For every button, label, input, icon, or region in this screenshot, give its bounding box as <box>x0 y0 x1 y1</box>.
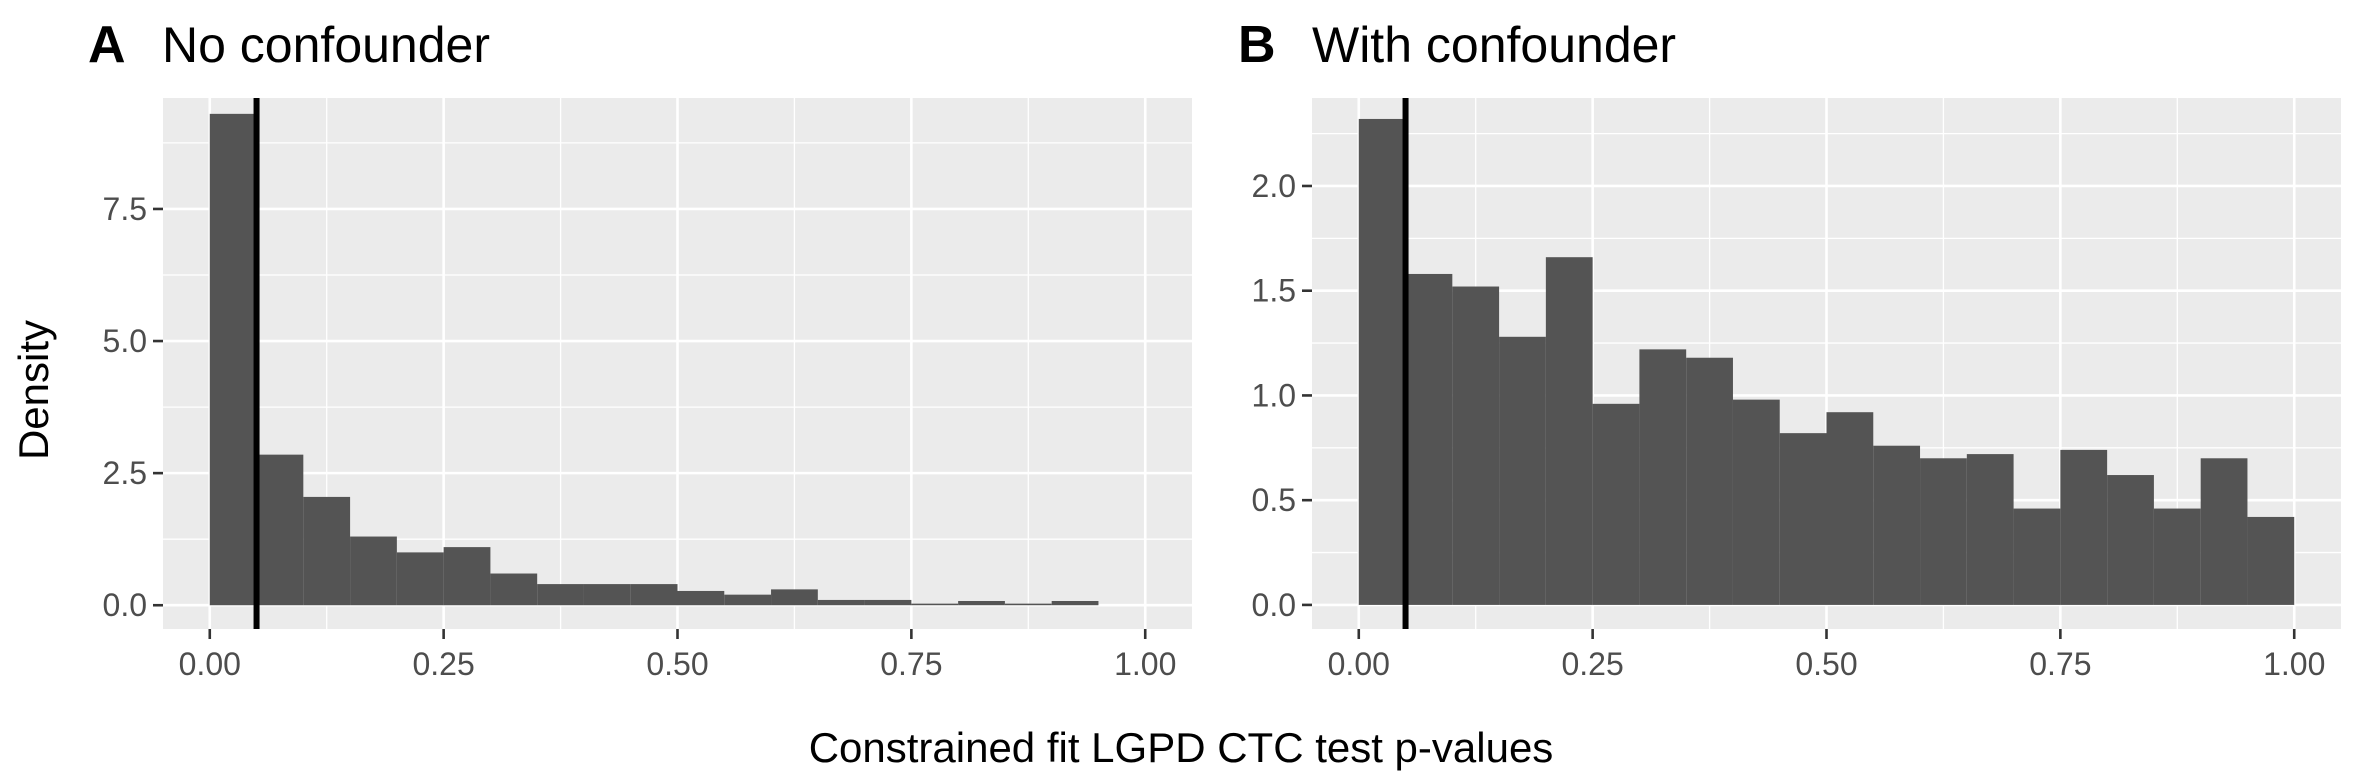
panel-b-bar <box>1686 357 1733 605</box>
panel-b-x-tick-label: 0.25 <box>1561 646 1623 682</box>
panel-b-bar <box>1826 412 1874 605</box>
panel-a-bar <box>209 113 257 606</box>
panel-a-bar <box>677 590 725 606</box>
panel-b-bar <box>1405 273 1453 605</box>
panel-b-bar <box>2200 458 2248 605</box>
x-axis-title: Constrained fit LGPD CTC test p-values <box>809 724 1554 771</box>
panel-b-x-tick-label: 0.50 <box>1795 646 1857 682</box>
panel-a-y-tick-label: 5.0 <box>103 323 147 359</box>
panel-a-x-tick-label: 1.00 <box>1114 646 1176 682</box>
panel-b-bar <box>1499 336 1546 605</box>
panel-b-bar <box>1966 454 2014 605</box>
panel-a-bar <box>490 573 538 606</box>
panel-b-bar <box>1545 257 1593 605</box>
panel-a-bar <box>817 599 865 606</box>
panel-b-bar <box>2060 449 2108 605</box>
panel-b-bar <box>1732 399 1780 605</box>
panel-a: 0.00 0.25 0.50 0.75 1.00 0.0 2.5 5.0 7.5 A No conf… <box>88 16 1192 682</box>
panel-a-bar <box>630 584 678 606</box>
panel-a-bar <box>256 454 304 606</box>
panel-a-bar <box>396 552 444 606</box>
panel-a-bar <box>911 603 959 606</box>
panel-b-title: With confounder <box>1312 17 1676 73</box>
panel-b: 0.00 0.25 0.50 0.75 1.00 0.0 0.5 1.0 1.5 2.0 B With… <box>1238 16 2341 682</box>
panel-b-x-tick-label: 0.75 <box>2029 646 2091 682</box>
panel-a-bar <box>583 584 631 606</box>
panel-a-bar <box>350 536 397 606</box>
panel-b-bar <box>1873 445 1921 605</box>
panel-a-x-tick-label: 0.75 <box>880 646 942 682</box>
panel-a-bar <box>724 594 772 606</box>
panel-b-y-tick-label: 1.0 <box>1252 377 1296 413</box>
panel-b-y-tick-label: 2.0 <box>1252 168 1296 204</box>
panel-b-bar <box>2107 475 2154 605</box>
panel-b-bar <box>1592 403 1640 605</box>
panel-b-bar <box>2153 508 2201 605</box>
panel-b-bar <box>1920 458 1967 605</box>
panel-a-y-tick-label: 0.0 <box>103 587 147 623</box>
panel-a-x-tick-label: 0.50 <box>646 646 708 682</box>
panel-a-bar <box>1004 603 1052 606</box>
panel-a-title: No confounder <box>162 17 490 73</box>
panel-b-x-tick-label: 0.00 <box>1328 646 1390 682</box>
panel-a-y-tick-label: 2.5 <box>103 455 147 491</box>
panel-a-bar <box>1051 600 1099 606</box>
panel-b-bar <box>1779 433 1827 605</box>
panel-a-bar <box>443 547 491 606</box>
panel-a-bar <box>771 589 818 606</box>
panel-a-bar <box>303 496 351 606</box>
panel-a-bar <box>537 584 584 606</box>
panel-b-tag: B <box>1238 16 1276 74</box>
panel-b-x-tick-label: 1.00 <box>2263 646 2325 682</box>
panel-b-y-tick-label: 0.0 <box>1252 587 1296 623</box>
y-axis-title: Density <box>10 320 57 460</box>
panel-b-bar <box>2013 508 2061 605</box>
panel-b-y-tick-label: 0.5 <box>1252 482 1296 518</box>
panel-a-bar <box>958 600 1005 606</box>
panel-b-bar <box>1358 118 1406 605</box>
panel-b-y-tick-label: 1.5 <box>1252 273 1296 309</box>
panel-b-bar <box>2247 516 2295 605</box>
panel-a-x-tick-label: 0.00 <box>179 646 241 682</box>
panel-a-bar <box>864 599 912 606</box>
panel-b-bar <box>1639 349 1687 605</box>
panel-a-x-tick-label: 0.25 <box>412 646 474 682</box>
panel-a-y-tick-label: 7.5 <box>103 191 147 227</box>
panel-a-tag: A <box>88 16 126 74</box>
panel-b-bar <box>1452 286 1500 605</box>
